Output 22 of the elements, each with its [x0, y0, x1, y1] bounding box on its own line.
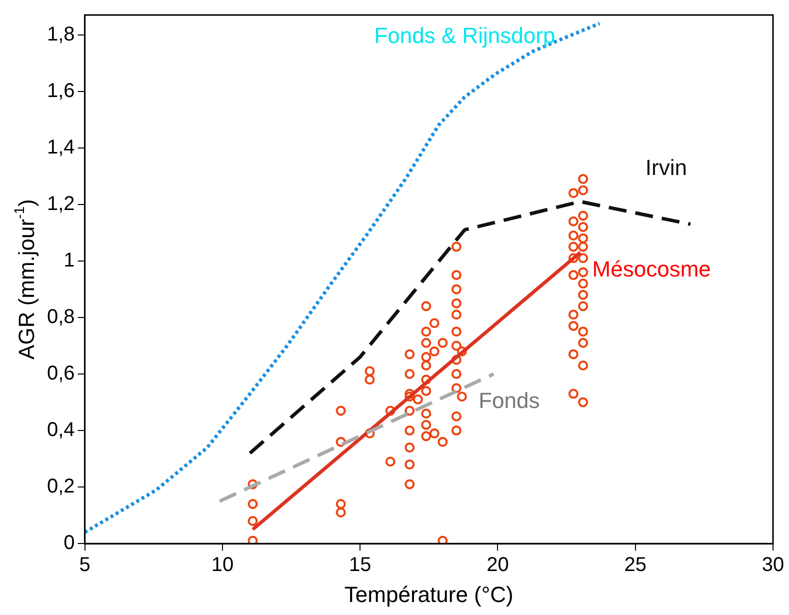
y-tick-label: 0,2 — [46, 476, 75, 498]
y-tick-label: 1,8 — [46, 23, 75, 46]
y-tick-label: 1,6 — [46, 80, 75, 102]
series-label: Fonds & Rijnsdorp — [374, 23, 556, 48]
x-tick-label: 30 — [762, 554, 784, 576]
x-tick-label: 5 — [79, 554, 90, 576]
y-tick-label: 0,8 — [46, 306, 75, 328]
y-tick-label: 0,6 — [46, 362, 75, 385]
series-label: Mésocosme — [592, 256, 711, 282]
y-tick-label: 0 — [64, 532, 75, 554]
series-label: Irvin — [645, 155, 687, 180]
y-axis-title: AGR (mm.jour-1) — [10, 199, 40, 360]
x-axis-title: Température (°C) — [344, 582, 514, 607]
x-tick-label: 25 — [624, 554, 646, 576]
x-tick-label: 15 — [348, 554, 372, 576]
x-tick-label: 10 — [211, 554, 234, 576]
x-tick-label: 20 — [486, 554, 509, 576]
y-tick-label: 1,2 — [46, 192, 75, 215]
y-tick-label: 1,4 — [46, 136, 75, 158]
series-label: Fonds — [478, 388, 540, 414]
y-tick-label: 0,4 — [46, 419, 75, 442]
y-tick-label: 1 — [64, 249, 75, 272]
